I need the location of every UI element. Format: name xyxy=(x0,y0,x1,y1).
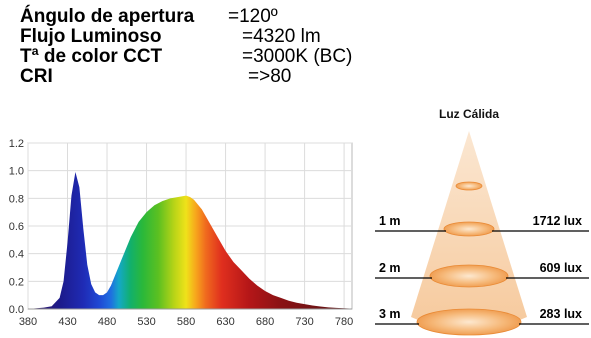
y-tick-label: 1.2 xyxy=(9,138,24,150)
spec-value: =>80 xyxy=(248,66,292,87)
x-tick-label: 430 xyxy=(58,316,76,328)
spec-value: =120º xyxy=(228,6,278,27)
distance-label: 2 m xyxy=(379,261,401,275)
cone-ellipse xyxy=(443,221,495,237)
x-tick-label: 730 xyxy=(295,316,313,328)
y-tick-label: 1.0 xyxy=(9,166,24,178)
lux-label: 283 lux xyxy=(540,307,582,321)
spectrum-chart: 0.0 0.2 0.4 0.6 0.8 1.0 1.2 380 430 480 530 580 630 6… xyxy=(9,138,354,328)
x-tick-label: 530 xyxy=(137,316,155,328)
x-tick-label: 630 xyxy=(216,316,234,328)
light-cone-diagram: Luz Cálida 1 m 1712 lux 2 m 609 lux 3 m 283 lu… xyxy=(375,107,589,336)
x-tick-label: 680 xyxy=(256,316,274,328)
x-tick-label: 480 xyxy=(98,316,116,328)
cone-ellipse-top xyxy=(455,181,483,191)
y-tick-label: 0.4 xyxy=(9,249,24,261)
distance-label: 1 m xyxy=(379,214,401,228)
cone-title: Luz Cálida xyxy=(439,107,499,121)
x-tick-label: 780 xyxy=(335,316,353,328)
lux-label: 1712 lux xyxy=(533,214,582,228)
x-tick-label: 580 xyxy=(177,316,195,328)
y-tick-label: 0.8 xyxy=(9,193,24,205)
spec-value: =3000K (BC) xyxy=(242,46,353,67)
cone-ellipse xyxy=(429,264,509,288)
spec-label: CRI xyxy=(20,66,53,87)
y-tick-label: 0.2 xyxy=(9,276,24,288)
spec-label: Tª de color CCT xyxy=(20,46,163,67)
spec-label: Flujo Luminoso xyxy=(20,26,162,47)
x-tick-label: 380 xyxy=(19,316,37,328)
spectrum-area xyxy=(28,172,352,309)
y-tick-label: 0.0 xyxy=(9,304,24,316)
lux-label: 609 lux xyxy=(540,261,582,275)
cone-ellipse xyxy=(416,308,522,336)
spec-value: =4320 lm xyxy=(242,26,321,47)
spec-label: Ángulo de apertura xyxy=(20,6,195,27)
y-tick-label: 0.6 xyxy=(9,221,24,233)
distance-label: 3 m xyxy=(379,307,401,321)
